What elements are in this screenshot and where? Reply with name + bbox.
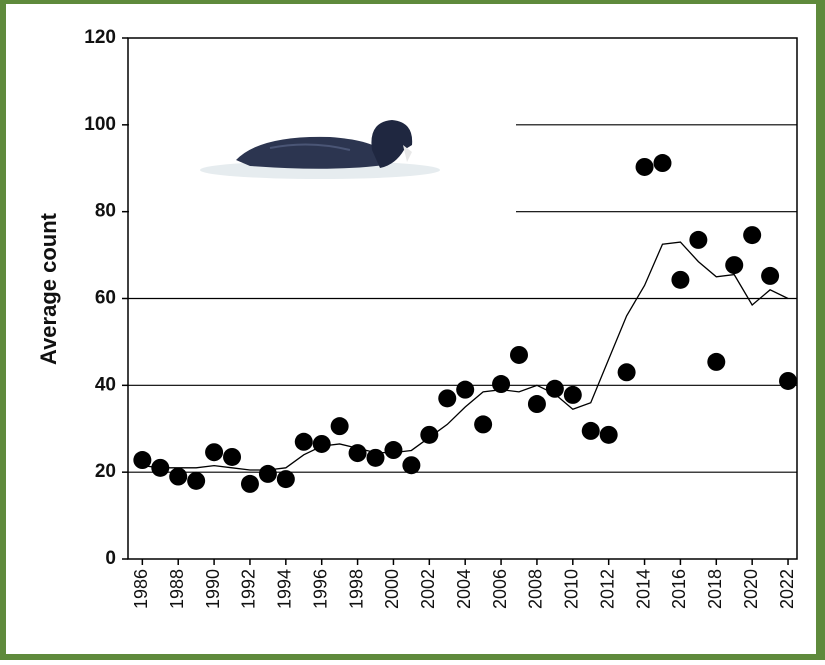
x-tick-label: 1994 [275,569,295,609]
data-point [205,443,224,462]
data-point [384,441,403,460]
data-point [617,363,636,382]
y-tick-label: 40 [95,374,116,395]
data-point [348,444,367,463]
y-axis-label: Average count [36,212,61,365]
x-tick-label: 1996 [310,569,330,609]
x-tick-label: 2008 [526,569,546,609]
data-point [402,456,421,475]
marks [133,154,798,493]
data-point [635,157,654,176]
data-point [707,352,726,371]
data-point [581,421,600,440]
data-point [725,256,744,275]
data-point [294,432,313,451]
x-tick-label: 2022 [777,569,797,609]
data-point [689,230,708,249]
x-tick-label: 2020 [741,569,761,609]
data-point [474,415,493,434]
y-tick-label: 120 [84,27,116,48]
data-point [330,417,349,436]
y-tick-label: 20 [95,461,116,482]
x-tick-label: 1990 [203,569,223,609]
data-point [456,380,475,399]
data-point [492,375,511,394]
data-point [312,434,331,453]
y-tick-label: 60 [95,288,116,309]
data-point [258,464,277,483]
data-point [509,345,528,364]
data-point [671,270,690,289]
data-point [187,471,206,490]
x-tick-label: 1992 [239,569,259,609]
x-tick-label: 2004 [454,569,474,609]
data-point [366,448,385,467]
x-tick-label: 2000 [382,569,402,609]
data-point [563,385,582,404]
data-point [133,451,152,470]
data-point [276,470,295,489]
x-tick-label: 1986 [131,569,151,609]
y-tick-label: 0 [105,548,116,569]
data-point [223,447,242,466]
x-tick-label: 2006 [490,569,510,609]
x-tick-label: 2010 [562,569,582,609]
data-point [527,395,546,414]
data-point [743,226,762,245]
x-tick-label: 2002 [418,569,438,609]
data-point [779,371,798,390]
x-tick-label: 2014 [633,569,653,609]
x-tick-label: 1998 [346,569,366,609]
y-tick-label: 80 [95,201,116,222]
x-tick-label: 2012 [597,569,617,609]
data-point [545,379,564,398]
data-point [761,266,780,285]
data-point [169,467,188,486]
y-tick-label: 100 [84,114,116,135]
chart-background [6,4,816,654]
data-point [438,389,457,408]
data-point [653,154,672,173]
x-tick-label: 1988 [167,569,187,609]
x-tick-label: 2018 [705,569,725,609]
x-tick-label: 2016 [669,569,689,609]
data-point [599,425,618,444]
data-point [240,474,259,493]
coot-illustration [200,120,440,179]
data-point [420,425,439,444]
trend-line [142,241,789,471]
